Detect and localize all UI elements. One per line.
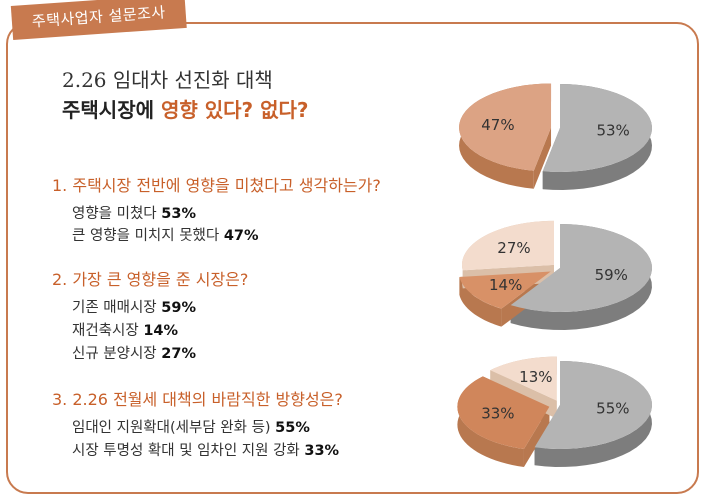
title-prefix: 주택시장에 (62, 98, 161, 122)
answer-2-1: 기존 매매시장 59% (72, 300, 196, 316)
pie-label-2-1: 59% (595, 266, 628, 284)
pie-chart-3: 55% 33% 13% (457, 356, 653, 468)
pie-label-3-3: 13% (519, 368, 552, 386)
pie-slice-2-2 (459, 271, 551, 309)
pie-label-2-2: 14% (489, 276, 522, 294)
title-highlight: 영향 있다? 없다? (160, 98, 309, 122)
pie-label-2-3: 27% (497, 239, 530, 257)
question-2: 2. 가장 큰 영향을 준 시장은? (52, 270, 249, 289)
answer-2-3: 신규 분양시장 27% (72, 346, 196, 362)
answer-3-2: 시장 투명성 확대 및 임차인 지원 강화 33% (72, 443, 340, 459)
pie-label-3-1: 55% (596, 400, 629, 418)
answer-3-1: 임대인 지원확대(세부담 완화 등) 55% (72, 420, 310, 436)
pie-chart-2: 59% 14% 27% (459, 220, 652, 330)
pie-label-1-2: 47% (481, 116, 514, 134)
pie-chart-1: 53% 47% (459, 83, 652, 190)
pie-slice-side-2-2 (459, 277, 502, 327)
pie-label-1-1: 53% (596, 121, 629, 139)
pie-label-3-2: 33% (481, 404, 514, 422)
answer-2-2: 재건축시장 14% (72, 323, 179, 339)
pie-slice-3-1 (534, 361, 653, 450)
pie-slice-wall-1-2-1 (533, 127, 552, 189)
page-title-line1: 2.26 임대차 선진화 대책 (62, 68, 273, 92)
question-3: 3. 2.26 전월세 대책의 바람직한 방향성은? (52, 390, 343, 409)
pie-slice-2-1 (510, 224, 652, 312)
pie-slice-1-2 (459, 83, 552, 171)
pie-slice-3-2 (457, 376, 550, 450)
pie-slice-3-3 (490, 356, 557, 401)
page-title-line2: 주택시장에 영향 있다? 없다? (62, 94, 309, 123)
pie-slice-2-3 (461, 220, 554, 271)
answer-1-1: 영향을 미쳤다 53% (72, 206, 196, 222)
question-1: 1. 주택시장 전반에 영향을 미쳤다고 생각하는가? (52, 176, 381, 195)
pie-slice-1-1 (542, 84, 652, 172)
answer-1-2: 큰 영향을 미치지 못했다 47% (72, 228, 259, 244)
